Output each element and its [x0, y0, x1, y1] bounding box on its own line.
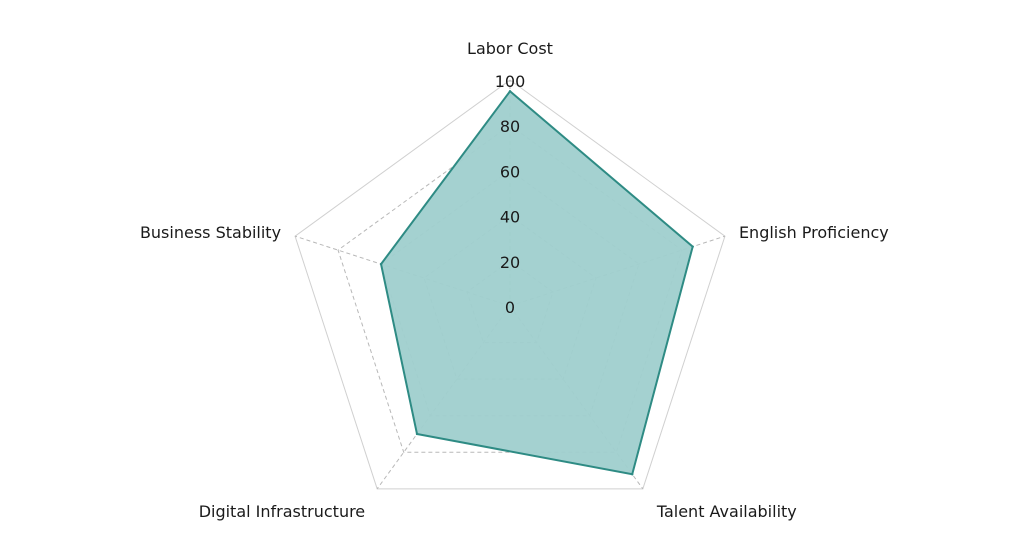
axis-label-business-stability: Business Stability: [140, 223, 281, 242]
series-area-0: [379, 89, 694, 476]
axis-label-digital-infrastructure: Digital Infrastructure: [199, 502, 365, 521]
data-point-talent-availability: [631, 473, 634, 476]
data-point-digital-infrastructure: [415, 432, 419, 436]
tick-label-20: 20: [500, 253, 520, 272]
tick-label-60: 60: [500, 162, 520, 181]
tick-label-40: 40: [500, 208, 520, 227]
radar-axis-labels: Labor Cost English Proficiency Talent Avai…: [140, 39, 889, 521]
tick-label-0: 0: [505, 298, 515, 317]
grid-ring-100: [294, 79, 726, 490]
data-point-business-stability: [379, 262, 383, 266]
data-point-labor-cost: [508, 90, 512, 93]
axis-label-labor-cost: Labor Cost: [467, 39, 553, 58]
tick-label-100: 100: [495, 72, 526, 91]
data-point-english-proficiency: [691, 245, 694, 248]
axis-label-talent-availability: Talent Availability: [656, 502, 797, 521]
axis-label-english-proficiency: English Proficiency: [739, 223, 889, 242]
radar-series: [379, 89, 694, 476]
tick-label-80: 80: [500, 117, 520, 136]
radar-tick-labels: 0 20 40 60 80 100: [495, 72, 526, 317]
